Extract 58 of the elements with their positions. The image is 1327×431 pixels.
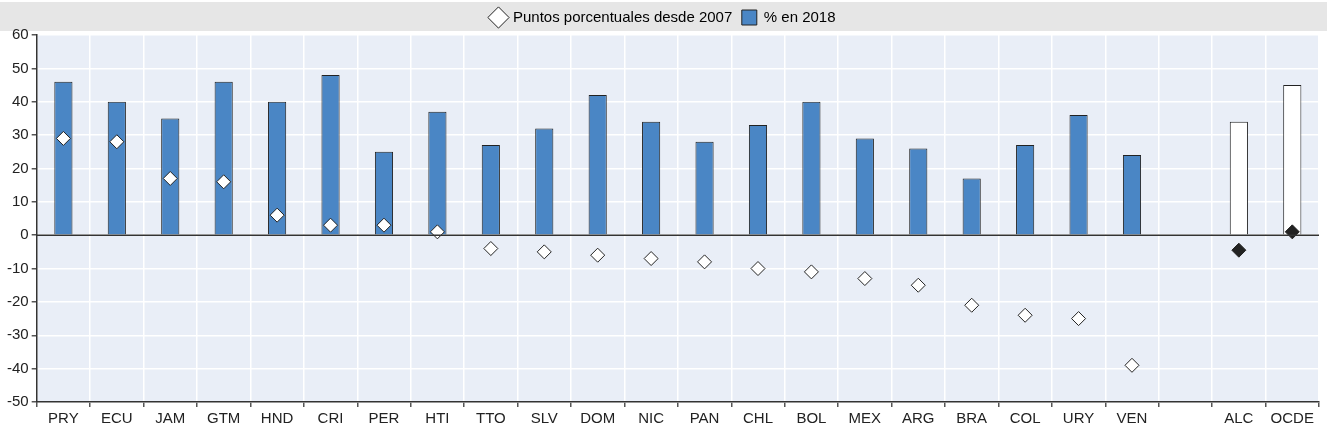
legend-label: Puntos porcentuales desde 2007 — [512, 7, 733, 25]
point — [483, 241, 499, 257]
point — [964, 297, 980, 313]
legend-label: % en 2018 — [763, 7, 836, 25]
point — [590, 247, 606, 263]
y-tick-label: 0 — [20, 225, 29, 243]
y-tick-label: -30 — [6, 325, 29, 343]
x-tick-label: BOL — [796, 409, 827, 427]
point — [1231, 242, 1247, 258]
x-tick-label: PER — [368, 409, 400, 427]
point — [857, 271, 873, 287]
x-tick-label: URY — [1062, 409, 1095, 427]
y-tick-label: 30 — [11, 125, 29, 143]
x-tick-label: JAM — [155, 409, 186, 427]
point — [803, 264, 819, 280]
point — [750, 261, 766, 277]
point — [1071, 311, 1087, 327]
x-tick-label: MEX — [848, 409, 882, 427]
point — [536, 244, 552, 260]
x-tick-label: HTI — [425, 409, 450, 427]
point — [162, 170, 178, 186]
x-tick-label: DOM — [580, 409, 616, 427]
point — [269, 207, 285, 223]
x-tick-label: CRI — [317, 409, 344, 427]
x-tick-label: TTO — [475, 409, 506, 427]
x-tick-label: COL — [1009, 409, 1041, 427]
point — [1017, 307, 1033, 323]
x-tick-label: PAN — [689, 409, 720, 427]
point — [323, 217, 339, 233]
point — [910, 277, 926, 293]
point — [109, 134, 125, 150]
x-tick-label: ECU — [100, 409, 133, 427]
point — [1124, 357, 1140, 373]
x-tick-label: OCDE — [1270, 409, 1314, 427]
y-tick-label: -20 — [6, 292, 29, 310]
y-tick-label: -10 — [6, 258, 29, 276]
y-tick-label: 60 — [11, 25, 29, 43]
y-tick-label: 20 — [11, 158, 29, 176]
x-tick-label: NIC — [638, 409, 665, 427]
x-tick-label: GTM — [207, 409, 241, 427]
x-tick-label: PRY — [48, 409, 79, 427]
point — [216, 174, 232, 190]
x-tick-label: BRA — [956, 409, 988, 427]
y-tick-label: -50 — [6, 392, 29, 410]
point — [643, 251, 659, 267]
x-tick-label: CHL — [742, 409, 773, 427]
y-tick-label: 50 — [11, 58, 29, 76]
y-tick-label: 40 — [11, 91, 29, 109]
y-tick-label: 10 — [11, 191, 29, 209]
point — [55, 130, 71, 146]
point — [697, 254, 713, 270]
x-tick-label: SLV — [530, 409, 558, 427]
x-tick-label: HND — [260, 409, 294, 427]
x-tick-label: ARG — [902, 409, 935, 427]
y-tick-label: -40 — [6, 358, 29, 376]
x-tick-label: ALC — [1224, 409, 1254, 427]
x-tick-label: VEN — [1116, 409, 1148, 427]
point — [376, 217, 392, 233]
